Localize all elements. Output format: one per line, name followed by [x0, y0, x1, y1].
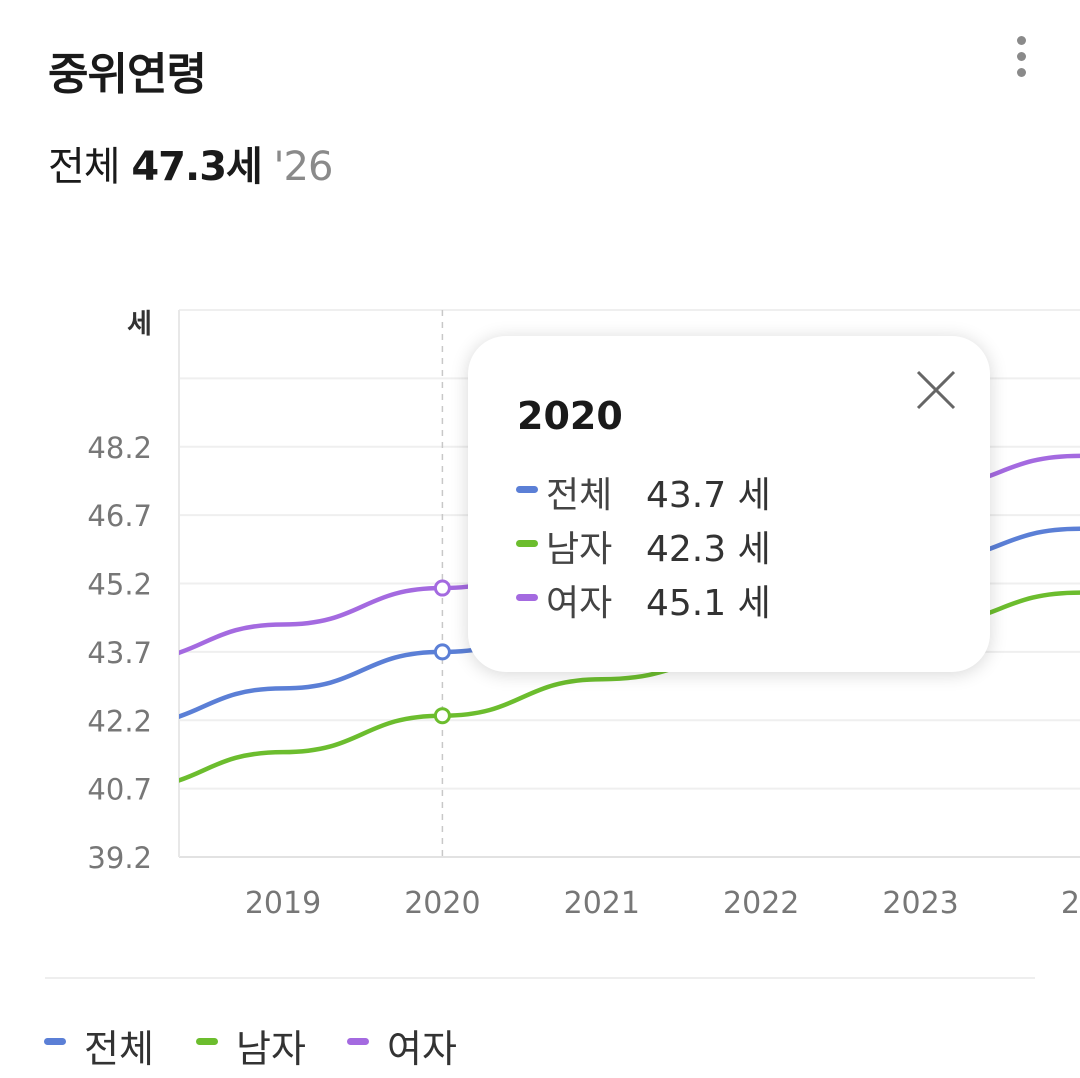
- x-tick-label: 2020: [404, 886, 480, 921]
- tooltip-row-value: 43.7 세: [646, 475, 771, 516]
- chart-tooltip: 2020 전체 43.7 세 남자 42.3 세 여자 45.1 세: [468, 336, 990, 672]
- x-tick-label: 20: [1061, 886, 1080, 921]
- y-tick-label: 39.2: [87, 841, 152, 875]
- y-tick-label: 46.7: [87, 499, 152, 533]
- more-dot: [1017, 52, 1026, 61]
- tooltip-row-value: 45.1 세: [646, 583, 771, 624]
- tooltip-total-swatch: [516, 486, 538, 493]
- x-tick-label: 2019: [245, 886, 321, 921]
- more-options-button[interactable]: [1002, 30, 1040, 84]
- legend-female-swatch: [347, 1038, 369, 1045]
- x-tick-label: 2021: [564, 886, 640, 921]
- highlight-point-male: [433, 707, 451, 725]
- y-tick-label: 45.2: [87, 568, 152, 602]
- y-tick-label: 48.2: [87, 431, 152, 465]
- tooltip-row-label: 남자: [546, 529, 613, 570]
- close-icon[interactable]: [916, 370, 956, 410]
- highlight-points: [433, 579, 451, 725]
- tooltip-row-value: 42.3 세: [646, 529, 771, 570]
- tooltip-female-swatch: [516, 594, 538, 601]
- legend-total-swatch: [44, 1038, 66, 1045]
- y-tick-label: 42.2: [87, 704, 152, 738]
- legend-label: 전체: [84, 1027, 154, 1071]
- tooltip-row-label: 전체: [546, 475, 613, 516]
- summary-label: 전체: [48, 144, 121, 190]
- summary-year: '26: [273, 144, 334, 190]
- more-dot: [1017, 68, 1026, 77]
- x-axis-ticks: 2019 2020 2021 2022 2023 20: [245, 886, 1080, 921]
- y-axis-label: 세: [127, 309, 152, 340]
- legend-label: 남자: [236, 1027, 306, 1071]
- y-tick-label: 40.7: [87, 773, 152, 807]
- more-vertical-icon: [1017, 36, 1026, 45]
- tooltip-row-label: 여자: [546, 583, 613, 624]
- x-tick-label: 2022: [723, 886, 799, 921]
- highlight-point-total: [433, 643, 451, 661]
- summary: 전체 47.3세 '26: [48, 134, 334, 192]
- tooltip-year: 2020: [517, 394, 623, 438]
- chart-title: 중위연령: [48, 49, 207, 100]
- summary-value: 47.3세: [131, 144, 262, 190]
- y-tick-label: 43.7: [87, 636, 152, 670]
- legend-male-swatch: [196, 1038, 218, 1045]
- legend-label: 여자: [387, 1027, 457, 1071]
- x-tick-label: 2023: [882, 886, 958, 921]
- y-axis-ticks: 39.2 40.7 42.2 43.7 45.2 46.7 48.2: [87, 431, 152, 875]
- legend-divider: [45, 977, 1035, 979]
- highlight-point-female: [433, 579, 451, 597]
- tooltip-male-swatch: [516, 540, 538, 547]
